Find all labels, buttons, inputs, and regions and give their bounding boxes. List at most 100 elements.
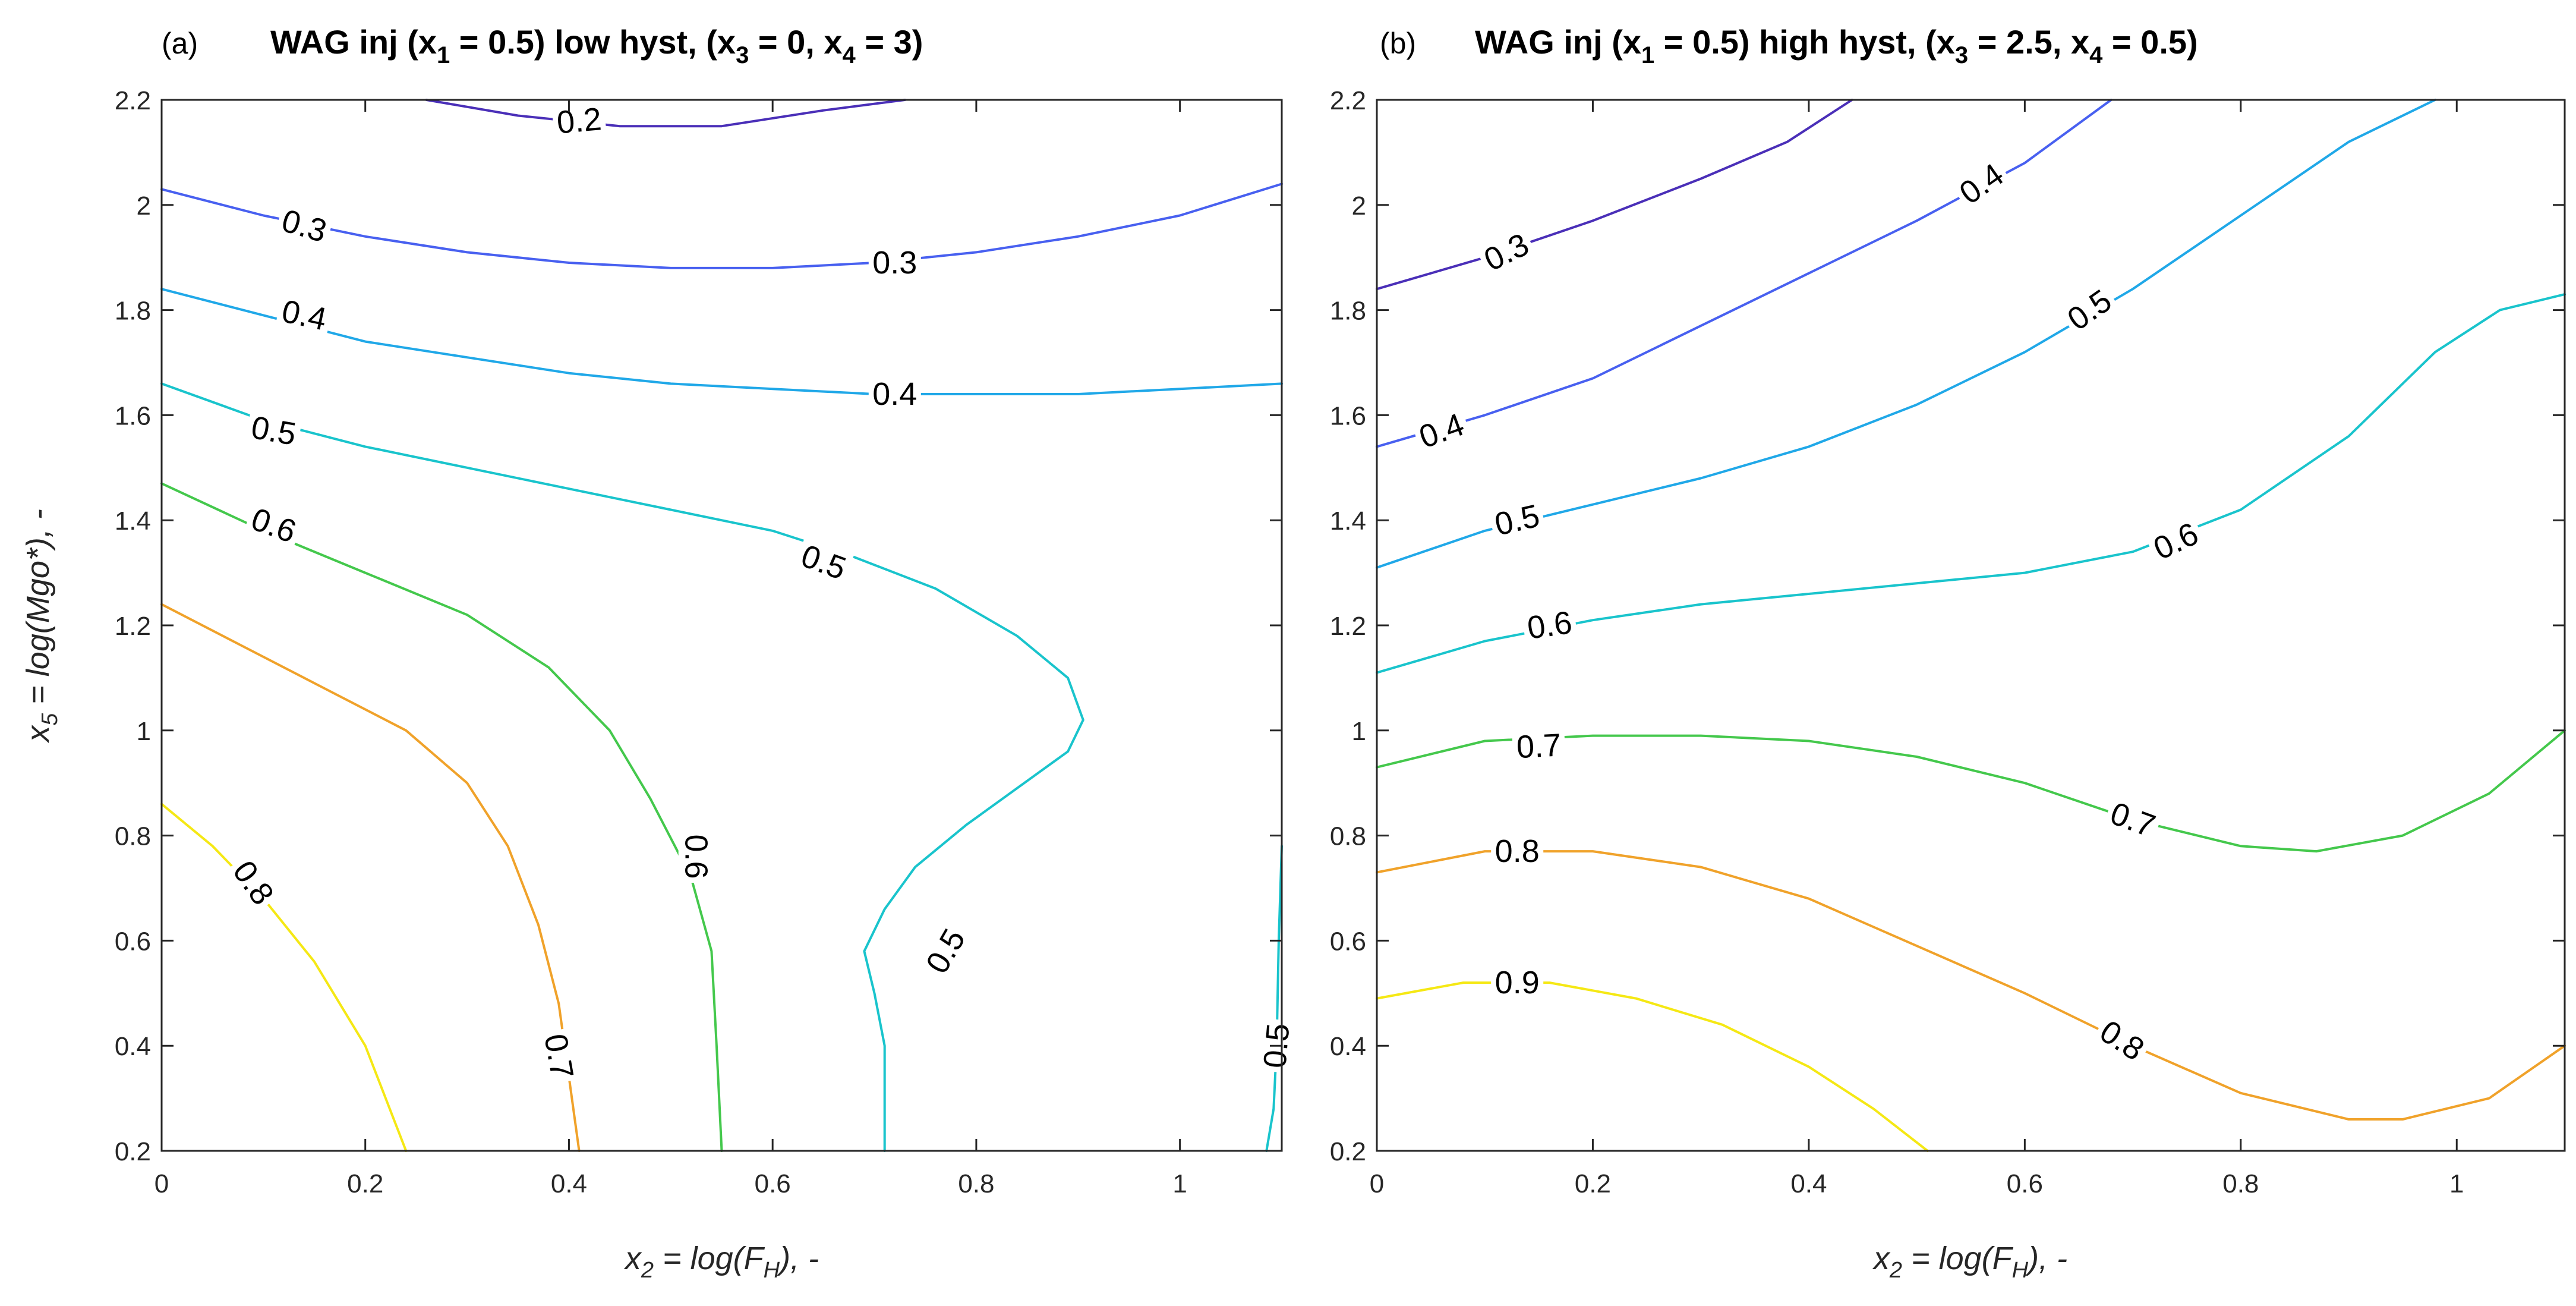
panel-b-contour-label-bg-4-0 [1512,727,1566,766]
panel-b-contour-5 [1376,850,2566,1121]
panel-a-contour-label-bg-3-1 [793,536,855,589]
panel-b-contour-label-bg-2-0 [1487,497,1547,544]
panel-b-contour-label-text-2-0: 0.5 [1492,498,1543,543]
panel-a-contour-label-5-1: 0.6 [678,830,714,883]
panel-a-contour-label-2-0: 0.4 [275,292,334,338]
panel-b-contour-label-text-6-0: 0.9 [1495,965,1540,1000]
panel-b-y-tick-label-4: 1 [1352,717,1366,746]
panel-b-contour-label-bg-5-0 [1491,833,1544,870]
panel-b-contour-label-bg-1-1 [1950,154,2013,214]
panel-a-contour-label-bg-1-0 [274,202,335,251]
panel-b-contour-label-6-0: 0.9 [1491,965,1544,1001]
panel-b-x-tick-label-0: 0 [1370,1169,1384,1198]
panel-a-contour-label-bg-5-0 [242,499,305,552]
panel-b-x-tick-label-3: 0.6 [2007,1169,2043,1198]
panel-b-y-tick-label-9: 2 [1352,191,1366,221]
panel-a-contour-label-text-1-0: 0.3 [278,203,331,249]
panel-b-contour-label-bg-4-1 [2102,794,2164,846]
panel-a-y-tick-label-1: 0.4 [115,1032,151,1061]
panel-a-contour-label-3-2: 0.5 [917,919,975,983]
panel-b-contour-label-text-1-1: 0.4 [1953,156,2010,211]
panel-a-contour-label-text-2-0: 0.4 [279,293,330,337]
panel-a-y-tick-label-6: 1.4 [115,506,151,536]
panel-b-contour-label-bg-5-1 [2090,1011,2154,1070]
panel-b-contour-label-bg-1-0 [1411,405,1473,457]
panel-b-contour-label-text-5-1: 0.8 [2093,1014,2151,1068]
panel-a-x-tick-label-4: 0.8 [958,1169,994,1198]
panel-a-y-tick-label-2: 0.6 [115,927,151,956]
panel-a-y-tick-label-7: 1.6 [115,401,151,430]
panel-b-contour-4 [1376,729,2566,853]
panel-a-frame [160,99,1283,1152]
panel-a-x-tick-label-1: 0.2 [347,1169,383,1198]
panel-b-y-tick-label-10: 2.2 [1330,86,1366,115]
panel-a-x-axis: 0 0.2 0.4 0.6 0.8 1 [155,100,1187,1198]
panel-b-contour-label-1-0: 0.4 [1411,405,1473,457]
panel-b-contour-6 [1376,981,1929,1152]
panel-a-contour-label-bg-3-0 [244,408,303,454]
panel-b-contour-label-text-3-0: 0.6 [1525,605,1574,646]
panel-b-contour-label-4-1: 0.7 [2102,794,2164,846]
panel-b-contour-0 [1376,99,1853,291]
panel-a-contour-label-6-0: 0.7 [537,1027,581,1085]
panel-b: (b) WAG inj (x1 = 0.5) high hyst, (x3 = … [1330,23,2566,1283]
panel-a-contour-label-bg-7-0 [223,851,283,915]
panel-b-frame [1376,99,2566,1152]
panel-a-contour-label-7-0: 0.8 [223,851,283,915]
panel-b-contour-label-bg-0-0 [1475,225,1538,280]
panel-a-contour-label-text-6-0: 0.7 [537,1031,580,1081]
panel-b-x-tick-label-5: 1 [2449,1169,2464,1198]
panel-a-x-tick-label-3: 0.6 [755,1169,791,1198]
panel-b-x-tick-label-1: 0.2 [1575,1169,1611,1198]
panel-a-contour-label-text-5-1: 0.6 [679,834,714,879]
panel-a-contour-label-text-3-2: 0.5 [919,923,973,980]
panel-b-contour-3 [1376,293,2566,674]
panel-a-y-axis-label: x5 = log(Mgo*), - [20,509,62,744]
panel-a-y-tick-label-4: 1 [137,717,151,746]
panel-a-contour-label-text-0-0: 0.2 [556,101,603,140]
panel-a-contour-label-bg-3-2 [917,919,975,983]
panel-b-contour-label-3-1: 0.6 [2145,514,2208,569]
panel-a: (a) WAG inj (x1 = 0.5) low hyst, (x3 = 0… [20,23,1297,1283]
panel-b-contour-1 [1376,99,2112,448]
panel-a-contour-label-0-0: 0.2 [551,100,607,141]
panel-a-contour-label-bg-1-1 [868,245,921,281]
panel-b-y-tick-label-6: 1.4 [1330,506,1366,536]
panel-a-letter: (a) [162,27,198,60]
panel-a-x-tick-label-0: 0 [155,1169,169,1198]
panel-b-contour-label-bg-3-1 [2145,514,2208,569]
panel-a-contour-label-2-1: 0.4 [868,376,921,412]
panel-b-contour-label-2-0: 0.5 [1487,497,1547,544]
panel-b-contour-label-text-5-0: 0.8 [1495,833,1540,869]
panel-a-y-tick-label-0: 0.2 [115,1137,151,1166]
panel-b-contour-label-4-0: 0.7 [1512,727,1566,766]
panel-b-y-axis: 0.2 0.4 0.6 0.8 1 1.2 1.4 1.6 1.8 2 2.2 [1330,86,2565,1166]
panel-a-contour-6 [160,603,581,1152]
panel-a-contour-label-1-0: 0.3 [274,202,335,251]
panel-b-contour-label-bg-3-0 [1521,604,1578,647]
panel-a-contour-label-1-1: 0.3 [868,245,921,281]
panel-b-contour-label-3-0: 0.6 [1521,604,1578,647]
panel-a-contour-label-text-3-0: 0.5 [248,410,298,452]
panel-a-y-tick-label-10: 2.2 [115,86,151,115]
panel-b-contour-label-2-1: 0.5 [2058,280,2121,340]
panel-a-contour-label-text-7-0: 0.8 [226,854,280,911]
panel-a-contour-label-text-1-1: 0.3 [872,245,917,281]
panel-b-contour-label-5-1: 0.8 [2090,1011,2154,1070]
panel-b-contours: 0.3 0.4 0.4 0.5 0.5 0.6 0.6 0.7 0.7 0.8 0.8 0.9 [1376,99,2566,1152]
panel-a-y-tick-label-9: 2 [137,191,151,221]
panel-a-x-axis-label: x2 = log(FH), - [623,1241,819,1283]
panel-b-contour-label-text-2-1: 0.5 [2061,282,2118,337]
panel-b-x-axis-label: x2 = log(FH), - [1872,1241,2067,1283]
panel-a-y-tick-label-5: 1.2 [115,612,151,641]
panel-a-x-tick-label-2: 0.4 [551,1169,587,1198]
panel-b-y-tick-label-3: 0.8 [1330,822,1366,851]
panel-b-contour-label-0-0: 0.3 [1475,225,1538,280]
panel-b-y-tick-label-2: 0.6 [1330,927,1366,956]
panel-a-contours: 0.20.30.30.40.40.50.50.50.50.60.60.70.8 [160,99,1297,1152]
panel-a-contour-label-3-1: 0.5 [793,536,855,589]
panel-a-contour-label-bg-2-0 [275,292,334,338]
panel-a-y-axis: 0.2 0.4 0.6 0.8 1 1.2 1.4 1.6 1.8 2 2.2 [115,86,1282,1166]
panel-b-y-tick-label-0: 0.2 [1330,1137,1366,1166]
panel-a-title: WAG inj (x1 = 0.5) low hyst, (x3 = 0, x4… [270,23,923,68]
